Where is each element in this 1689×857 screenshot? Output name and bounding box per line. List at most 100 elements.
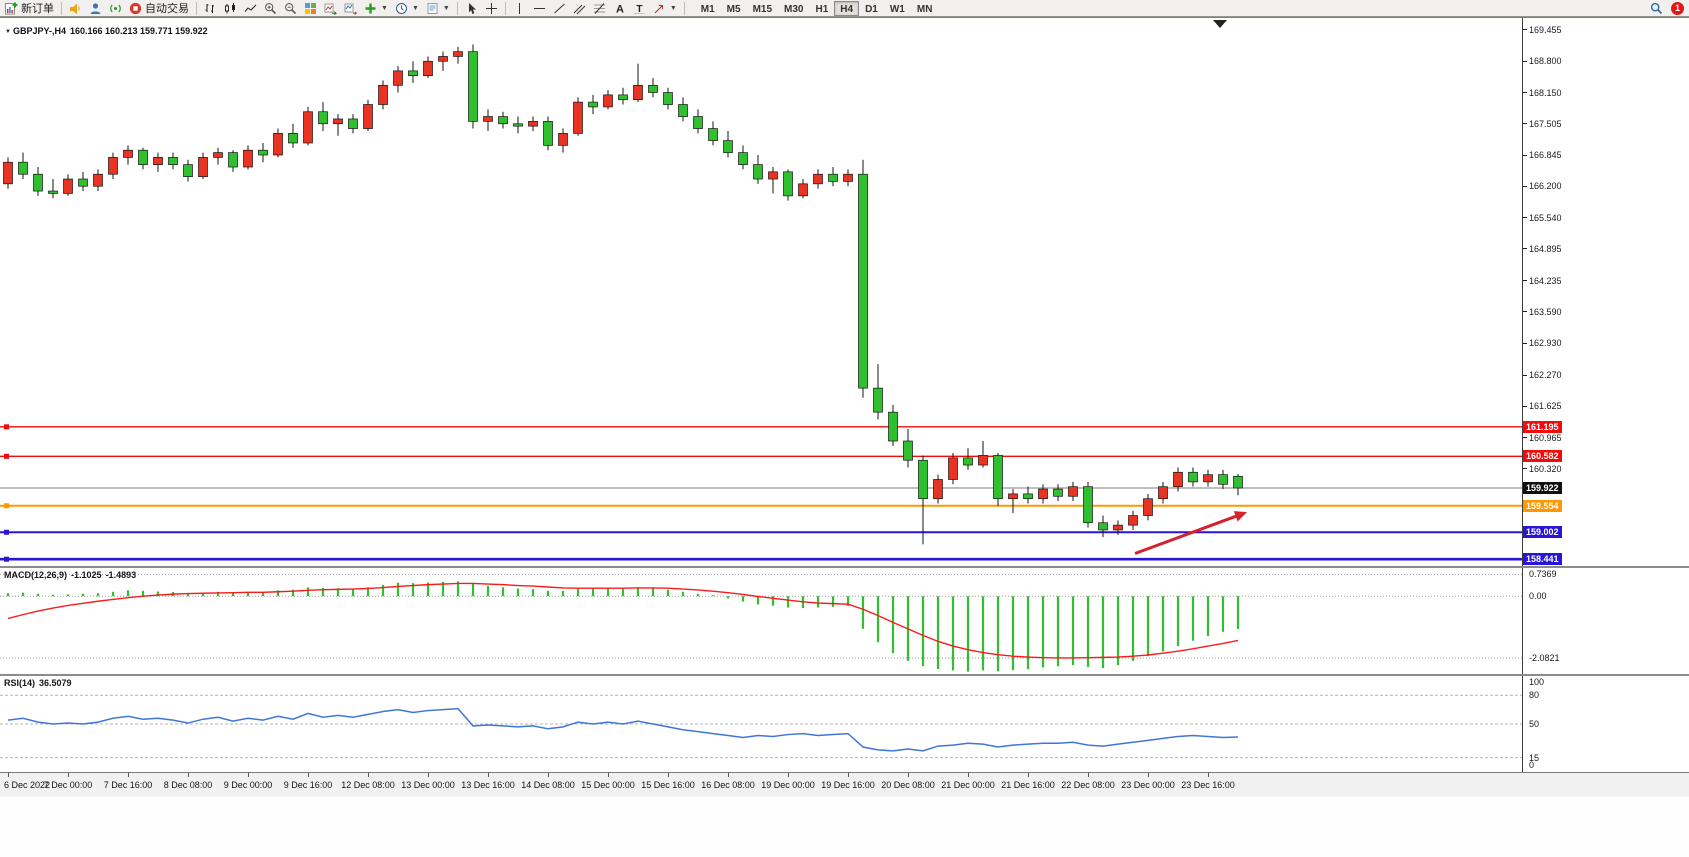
bar-chart-mode-button[interactable]: [201, 1, 220, 16]
price-tick-label: 164.235: [1529, 275, 1562, 286]
search-button[interactable]: [1647, 1, 1666, 16]
rsi-axis-label: 15: [1529, 752, 1540, 763]
channel-tool-button[interactable]: [570, 1, 589, 16]
time-tick-label: 21 Dec 16:00: [1001, 780, 1055, 790]
line-chart-mode-button[interactable]: [241, 1, 260, 16]
price-tick-label: 166.845: [1529, 150, 1562, 161]
vertical-line-tool-button[interactable]: [510, 1, 529, 16]
timeframe-W1[interactable]: W1: [889, 3, 905, 15]
time-tick-label: 7 Dec 00:00: [43, 780, 93, 790]
time-tick-mark: [128, 773, 129, 777]
price-tick-mark: [1523, 374, 1527, 376]
symbol-caret-icon: ▼: [5, 29, 11, 35]
notification-badge[interactable]: 1: [1671, 1, 1684, 15]
timeframe-D1[interactable]: D1: [865, 3, 878, 15]
templates-button[interactable]: ▼: [423, 1, 453, 16]
zoom-in-icon: [265, 2, 277, 14]
time-tick-label: 20 Dec 08:00: [881, 780, 935, 790]
dropdown-caret-icon: ▼: [442, 4, 450, 12]
new-order-icon: [5, 2, 18, 14]
macd-signal-line: [7, 582, 1239, 659]
price-badge: 159.922: [1523, 482, 1562, 495]
timeframe-MN[interactable]: MN: [916, 3, 933, 15]
periods-button[interactable]: ▼: [392, 1, 422, 16]
auto-trading-button[interactable]: 自动交易: [126, 1, 192, 16]
community-button[interactable]: [86, 1, 105, 16]
label-tool-button[interactable]: T: [630, 1, 649, 16]
chart-shift-button[interactable]: [341, 1, 360, 16]
price-tick-label: 168.150: [1529, 87, 1562, 98]
chart-header: ▼ GBPJPY-,H4 160.166 160.213 159.771 159.9…: [5, 26, 212, 36]
timeframe-M1[interactable]: M1: [700, 3, 715, 15]
candlestick-mode-button[interactable]: [221, 1, 240, 16]
price-tick-label: 168.800: [1529, 56, 1562, 67]
text-icon: A: [616, 3, 624, 15]
crosshair-tool-button[interactable]: [482, 1, 501, 16]
price-tick-mark: [1523, 248, 1527, 250]
price-axis[interactable]: 169.455 168.800 168.150 167.505 166.845 166.2…: [1522, 18, 1689, 566]
macd-signal-value: -1.4893: [105, 570, 137, 580]
price-tick-label: 169.455: [1529, 24, 1562, 35]
fibonacci-tool-button[interactable]: [590, 1, 609, 16]
price-badge: 160.582: [1523, 450, 1562, 463]
price-chart-panel: 169.455 168.800 168.150 167.505 166.845 166.2…: [0, 18, 1689, 566]
crosshair-icon: [485, 2, 497, 14]
time-tick-mark: [368, 773, 369, 777]
horizontal-line-tool-button[interactable]: [530, 1, 549, 16]
indicators-button[interactable]: ▼: [361, 1, 391, 16]
price-tick-mark: [1523, 405, 1527, 407]
price-tick-label: 164.895: [1529, 243, 1562, 254]
macd-name: MACD(12,26,9): [4, 570, 68, 580]
timeframe-M15[interactable]: M15: [752, 3, 773, 15]
rsi-axis[interactable]: 100 80 50 15 0: [1522, 676, 1689, 772]
auto-scroll-button[interactable]: [321, 1, 340, 16]
timeframe-H4[interactable]: H4: [834, 0, 860, 16]
macd-value: -1.1025: [71, 570, 102, 580]
shapes-tool-button[interactable]: ▼: [650, 1, 680, 16]
rsi-canvas[interactable]: [0, 676, 1522, 772]
timeframe-M5[interactable]: M5: [726, 3, 741, 15]
price-chart-canvas[interactable]: [0, 18, 1522, 566]
template-icon: [427, 2, 438, 14]
time-tick-mark: [8, 773, 9, 777]
time-tick-mark: [908, 773, 909, 777]
panel-resize-handle[interactable]: [0, 566, 1689, 568]
signals-button[interactable]: [106, 1, 125, 16]
price-tick-label: 163.590: [1529, 306, 1562, 317]
tile-windows-button[interactable]: [301, 1, 320, 16]
arrow-shape-icon: [654, 4, 663, 13]
panel-resize-handle[interactable]: [0, 674, 1689, 676]
toolbar-separator: [196, 1, 197, 15]
timeframe-M30[interactable]: M30: [784, 3, 804, 15]
new-order-button[interactable]: 新订单: [2, 1, 57, 16]
time-tick-label: 19 Dec 16:00: [821, 780, 875, 790]
price-tick-label: 162.930: [1529, 338, 1562, 349]
rsi-axis-label: 50: [1529, 719, 1540, 729]
cursor-icon: [468, 2, 476, 14]
zoom-out-button[interactable]: [281, 1, 300, 16]
timeframe-H1[interactable]: H1: [815, 3, 829, 15]
zoom-in-button[interactable]: [261, 1, 280, 16]
macd-canvas[interactable]: [0, 568, 1522, 674]
empty-area: [0, 797, 1689, 857]
zoom-out-icon: [285, 2, 297, 14]
time-axis[interactable]: 6 Dec 2022 7 Dec 00:00 7 Dec 16:00 8 Dec 08…: [0, 772, 1689, 797]
candlestick-series: [3, 44, 1243, 545]
line-chart-icon: [244, 4, 257, 12]
price-tick-mark: [1523, 92, 1527, 93]
time-tick-mark: [1148, 773, 1149, 777]
time-tick-label: 6 Dec 2022: [4, 780, 51, 790]
price-tick-mark: [1523, 280, 1527, 282]
time-tick-mark: [968, 773, 969, 777]
signal-icon: [110, 4, 121, 12]
rsi-label: RSI(14) 36.5079: [4, 678, 76, 688]
price-tick-mark: [1523, 185, 1527, 187]
cursor-tool-button[interactable]: [462, 1, 481, 16]
bar-chart-icon: [205, 3, 214, 13]
line-handle: [4, 529, 9, 535]
price-tick-label: 165.540: [1529, 212, 1562, 223]
text-tool-button[interactable]: A: [610, 1, 629, 16]
alerts-button[interactable]: [66, 1, 85, 16]
macd-axis[interactable]: 0.7369 0.00 -2.0821: [1522, 568, 1689, 674]
trendline-tool-button[interactable]: [550, 1, 569, 16]
